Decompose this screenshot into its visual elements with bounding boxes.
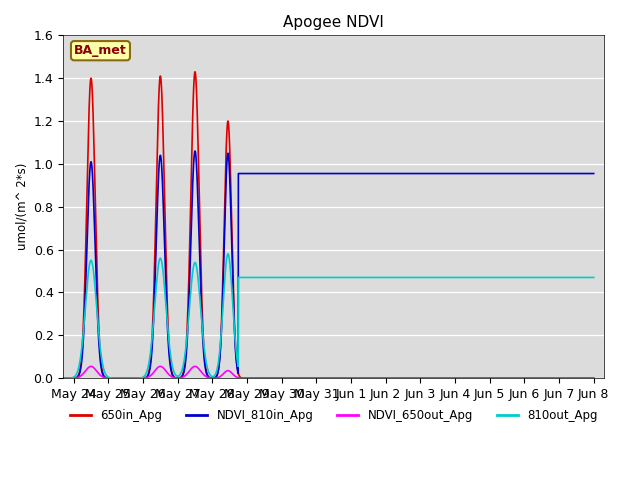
- Text: BA_met: BA_met: [74, 44, 127, 57]
- Legend: 650in_Apg, NDVI_810in_Apg, NDVI_650out_Apg, 810out_Apg: 650in_Apg, NDVI_810in_Apg, NDVI_650out_A…: [65, 405, 603, 427]
- Y-axis label: umol/(m^ 2*s): umol/(m^ 2*s): [15, 163, 28, 251]
- Title: Apogee NDVI: Apogee NDVI: [284, 15, 384, 30]
